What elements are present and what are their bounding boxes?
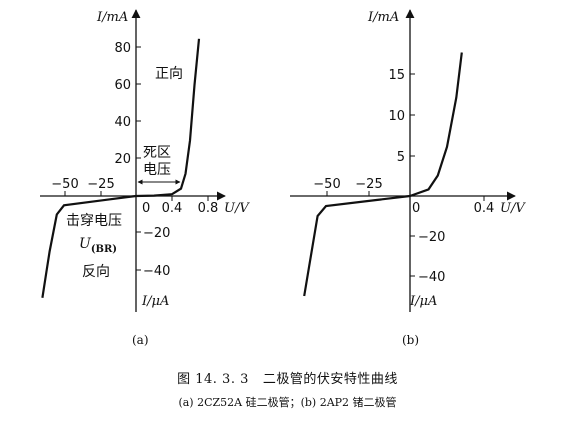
panel-a-x-ticks: −50 −25 0 0.4 0.8 bbox=[51, 177, 218, 216]
panel-b-ytick-10: 10 bbox=[388, 109, 405, 124]
panel-a-xtick-0.4: 0.4 bbox=[162, 201, 183, 216]
panel-b-xtick-0.4: 0.4 bbox=[474, 201, 495, 216]
panel-a-y-ticks-forward: 80 60 40 20 bbox=[114, 41, 141, 167]
panel-b-ylabel-forward: I/mA bbox=[367, 10, 399, 25]
panel-a-forward-curve bbox=[135, 38, 201, 198]
panel-a-breakdown-label: 击穿电压 bbox=[66, 213, 122, 229]
panel-b-ytick-neg40: −40 bbox=[418, 270, 445, 285]
panel-a-ytick-neg40: −40 bbox=[143, 264, 170, 279]
panel-a-ytick-60: 60 bbox=[114, 78, 131, 93]
figure-subcaption: (a) 2CZ52A 硅二极管；(b) 2AP2 锗二极管 bbox=[178, 396, 397, 409]
panel-a-reverse-label: 反向 bbox=[82, 264, 110, 280]
panel-a-ytick-80: 80 bbox=[114, 41, 131, 56]
panel-b-label: (b) bbox=[402, 333, 419, 347]
panel-b-xtick-0: 0 bbox=[412, 201, 420, 216]
panel-a-ytick-20: 20 bbox=[114, 152, 131, 167]
panel-b: I/mA I/μA U/V 15 10 5 −20 −40 −50 −25 0 … bbox=[290, 9, 526, 347]
panel-a-xlabel: U/V bbox=[224, 201, 250, 216]
figure-caption: 图 14. 3. 3 二极管的伏安特性曲线 bbox=[0, 368, 575, 387]
panel-a-ylabel-forward: I/mA bbox=[96, 10, 128, 25]
figure-title: 二极管的伏安特性曲线 bbox=[262, 372, 398, 387]
panel-a-dead-zone-label-1: 死区 bbox=[143, 145, 171, 161]
panel-b-xtick-neg25: −25 bbox=[355, 177, 382, 192]
panel-a-y-ticks-reverse: −20 −40 bbox=[136, 226, 170, 279]
panel-b-reverse-curve bbox=[303, 194, 411, 297]
panel-b-forward-curve bbox=[409, 52, 463, 198]
panel-b-xtick-neg50: −50 bbox=[313, 177, 340, 192]
panel-a: I/mA I/μA U/V 80 60 40 20 −20 −40 −50 bbox=[40, 9, 250, 347]
figure-number: 图 14. 3. 3 bbox=[177, 372, 249, 387]
panel-a-xtick-0: 0 bbox=[142, 201, 150, 216]
panel-b-y-ticks-reverse: −20 −40 bbox=[410, 230, 445, 285]
panel-b-ytick-15: 15 bbox=[388, 68, 405, 83]
panel-a-dead-zone-label-2: 电压 bbox=[143, 162, 171, 178]
panel-b-xlabel: U/V bbox=[500, 201, 526, 216]
panel-b-x-ticks: −50 −25 0 0.4 bbox=[313, 177, 494, 216]
panel-b-y-ticks-forward: 15 10 5 bbox=[388, 68, 415, 165]
panel-a-ytick-neg20: −20 bbox=[143, 226, 170, 241]
panel-b-ytick-neg20: −20 bbox=[418, 230, 445, 245]
panel-a-breakdown-symbol: U(BR) bbox=[79, 236, 117, 255]
panel-a-xtick-neg25: −25 bbox=[87, 177, 114, 192]
panel-a-label: (a) bbox=[132, 333, 149, 347]
panel-a-ylabel-reverse: I/μA bbox=[141, 294, 169, 309]
panel-b-ytick-5: 5 bbox=[397, 150, 405, 165]
panel-a-xtick-neg50: −50 bbox=[51, 177, 78, 192]
panel-b-ylabel-reverse: I/μA bbox=[409, 294, 437, 309]
panel-a-forward-label: 正向 bbox=[155, 66, 183, 82]
panel-a-reverse-curve bbox=[41, 194, 137, 298]
panel-a-ytick-40: 40 bbox=[114, 115, 131, 130]
panel-a-xtick-0.8: 0.8 bbox=[198, 201, 219, 216]
